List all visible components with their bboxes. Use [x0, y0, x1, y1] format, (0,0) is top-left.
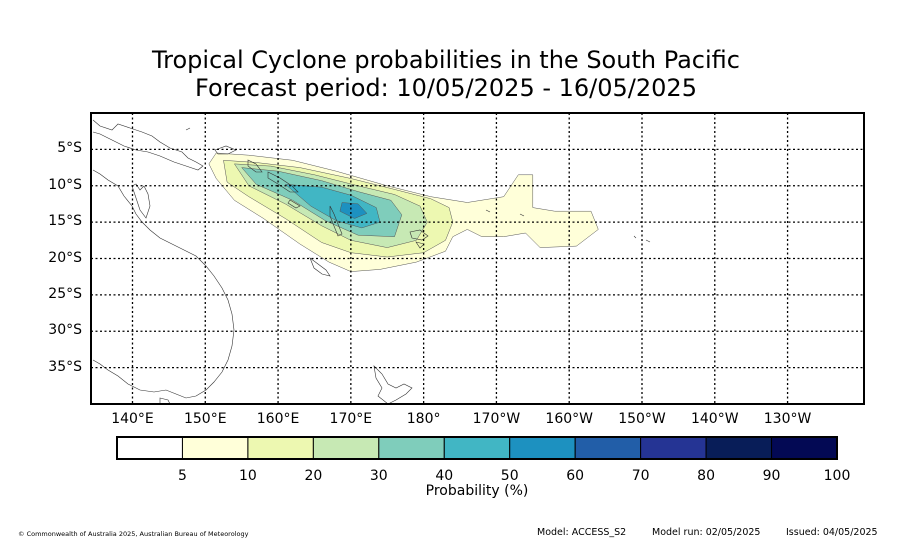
lon-label-1: 150°E [183, 411, 227, 427]
lon-label-5: 170°W [472, 411, 521, 427]
colorbar-tick-9: 90 [762, 468, 781, 484]
lat-label-0: 5°S [57, 140, 82, 157]
model-run-date: Model run: 02/05/2025 [652, 527, 761, 538]
contour-50pct [339, 202, 368, 219]
coastline-new-zealand [373, 365, 413, 404]
lon-label-6: 160°W [545, 411, 593, 427]
lon-label-4: 180° [406, 411, 441, 427]
colorbar-tick-3: 30 [369, 468, 388, 484]
coastline-australia [92, 169, 235, 399]
chart-title-line-1: Tropical Cyclone probabilities in the So… [152, 46, 740, 74]
colorbar-tick-6: 60 [566, 468, 585, 484]
lat-label-3: 20°S [48, 249, 82, 266]
coastline-new-britain [214, 145, 237, 155]
colorbar-tick-7: 70 [631, 468, 650, 484]
map-grid [91, 113, 864, 404]
lat-label-1: 10°S [48, 176, 82, 193]
map-frame [90, 112, 865, 405]
lat-label-6: 35°S [48, 358, 82, 375]
model-name: Model: ACCESS_S2 [537, 527, 627, 538]
probability-contours [208, 152, 599, 272]
colorbar-tick-10: 100 [823, 468, 851, 484]
colorbar-tick-2: 20 [304, 468, 323, 484]
coastline-vanuatu [329, 205, 343, 237]
colorbar-tick-5: 50 [500, 468, 519, 484]
colorbar-label: Probability (%) [425, 483, 529, 499]
coastlines [92, 119, 651, 404]
coastline-new-guinea [92, 119, 204, 171]
coastline-new-caledonia [309, 257, 331, 277]
colorbar-tick-0: 5 [177, 468, 187, 484]
lat-label-5: 30°S [48, 322, 82, 339]
lon-label-9: 130°W [763, 411, 812, 427]
coastline-solomon-islands [267, 171, 301, 209]
lon-label-7: 150°W [618, 411, 666, 427]
colorbar-tick-1: 10 [238, 468, 257, 484]
issued-date: Issued: 04/05/2025 [786, 527, 878, 538]
copyright-notice: © Commonwealth of Australia 2025, Austra… [18, 530, 249, 538]
coastline-cape-york [131, 183, 151, 219]
lon-label-0: 140°E [111, 411, 154, 427]
colorbar-tick-4: 40 [435, 468, 454, 484]
lon-label-3: 170°E [329, 411, 373, 427]
lon-label-2: 160°E [256, 411, 300, 427]
lat-label-2: 15°S [48, 213, 82, 230]
chart-title-line-2: Forecast period: 10/05/2025 - 16/05/2025 [195, 74, 697, 102]
colorbar-tick-8: 80 [697, 468, 715, 484]
lat-label-4: 25°S [48, 285, 82, 302]
coastline-tasmania [159, 397, 171, 404]
coastline-bougainville [247, 159, 263, 173]
coastline-fiji [409, 229, 429, 249]
lon-label-8: 140°W [690, 411, 739, 427]
coastline-small-islands [185, 127, 651, 243]
